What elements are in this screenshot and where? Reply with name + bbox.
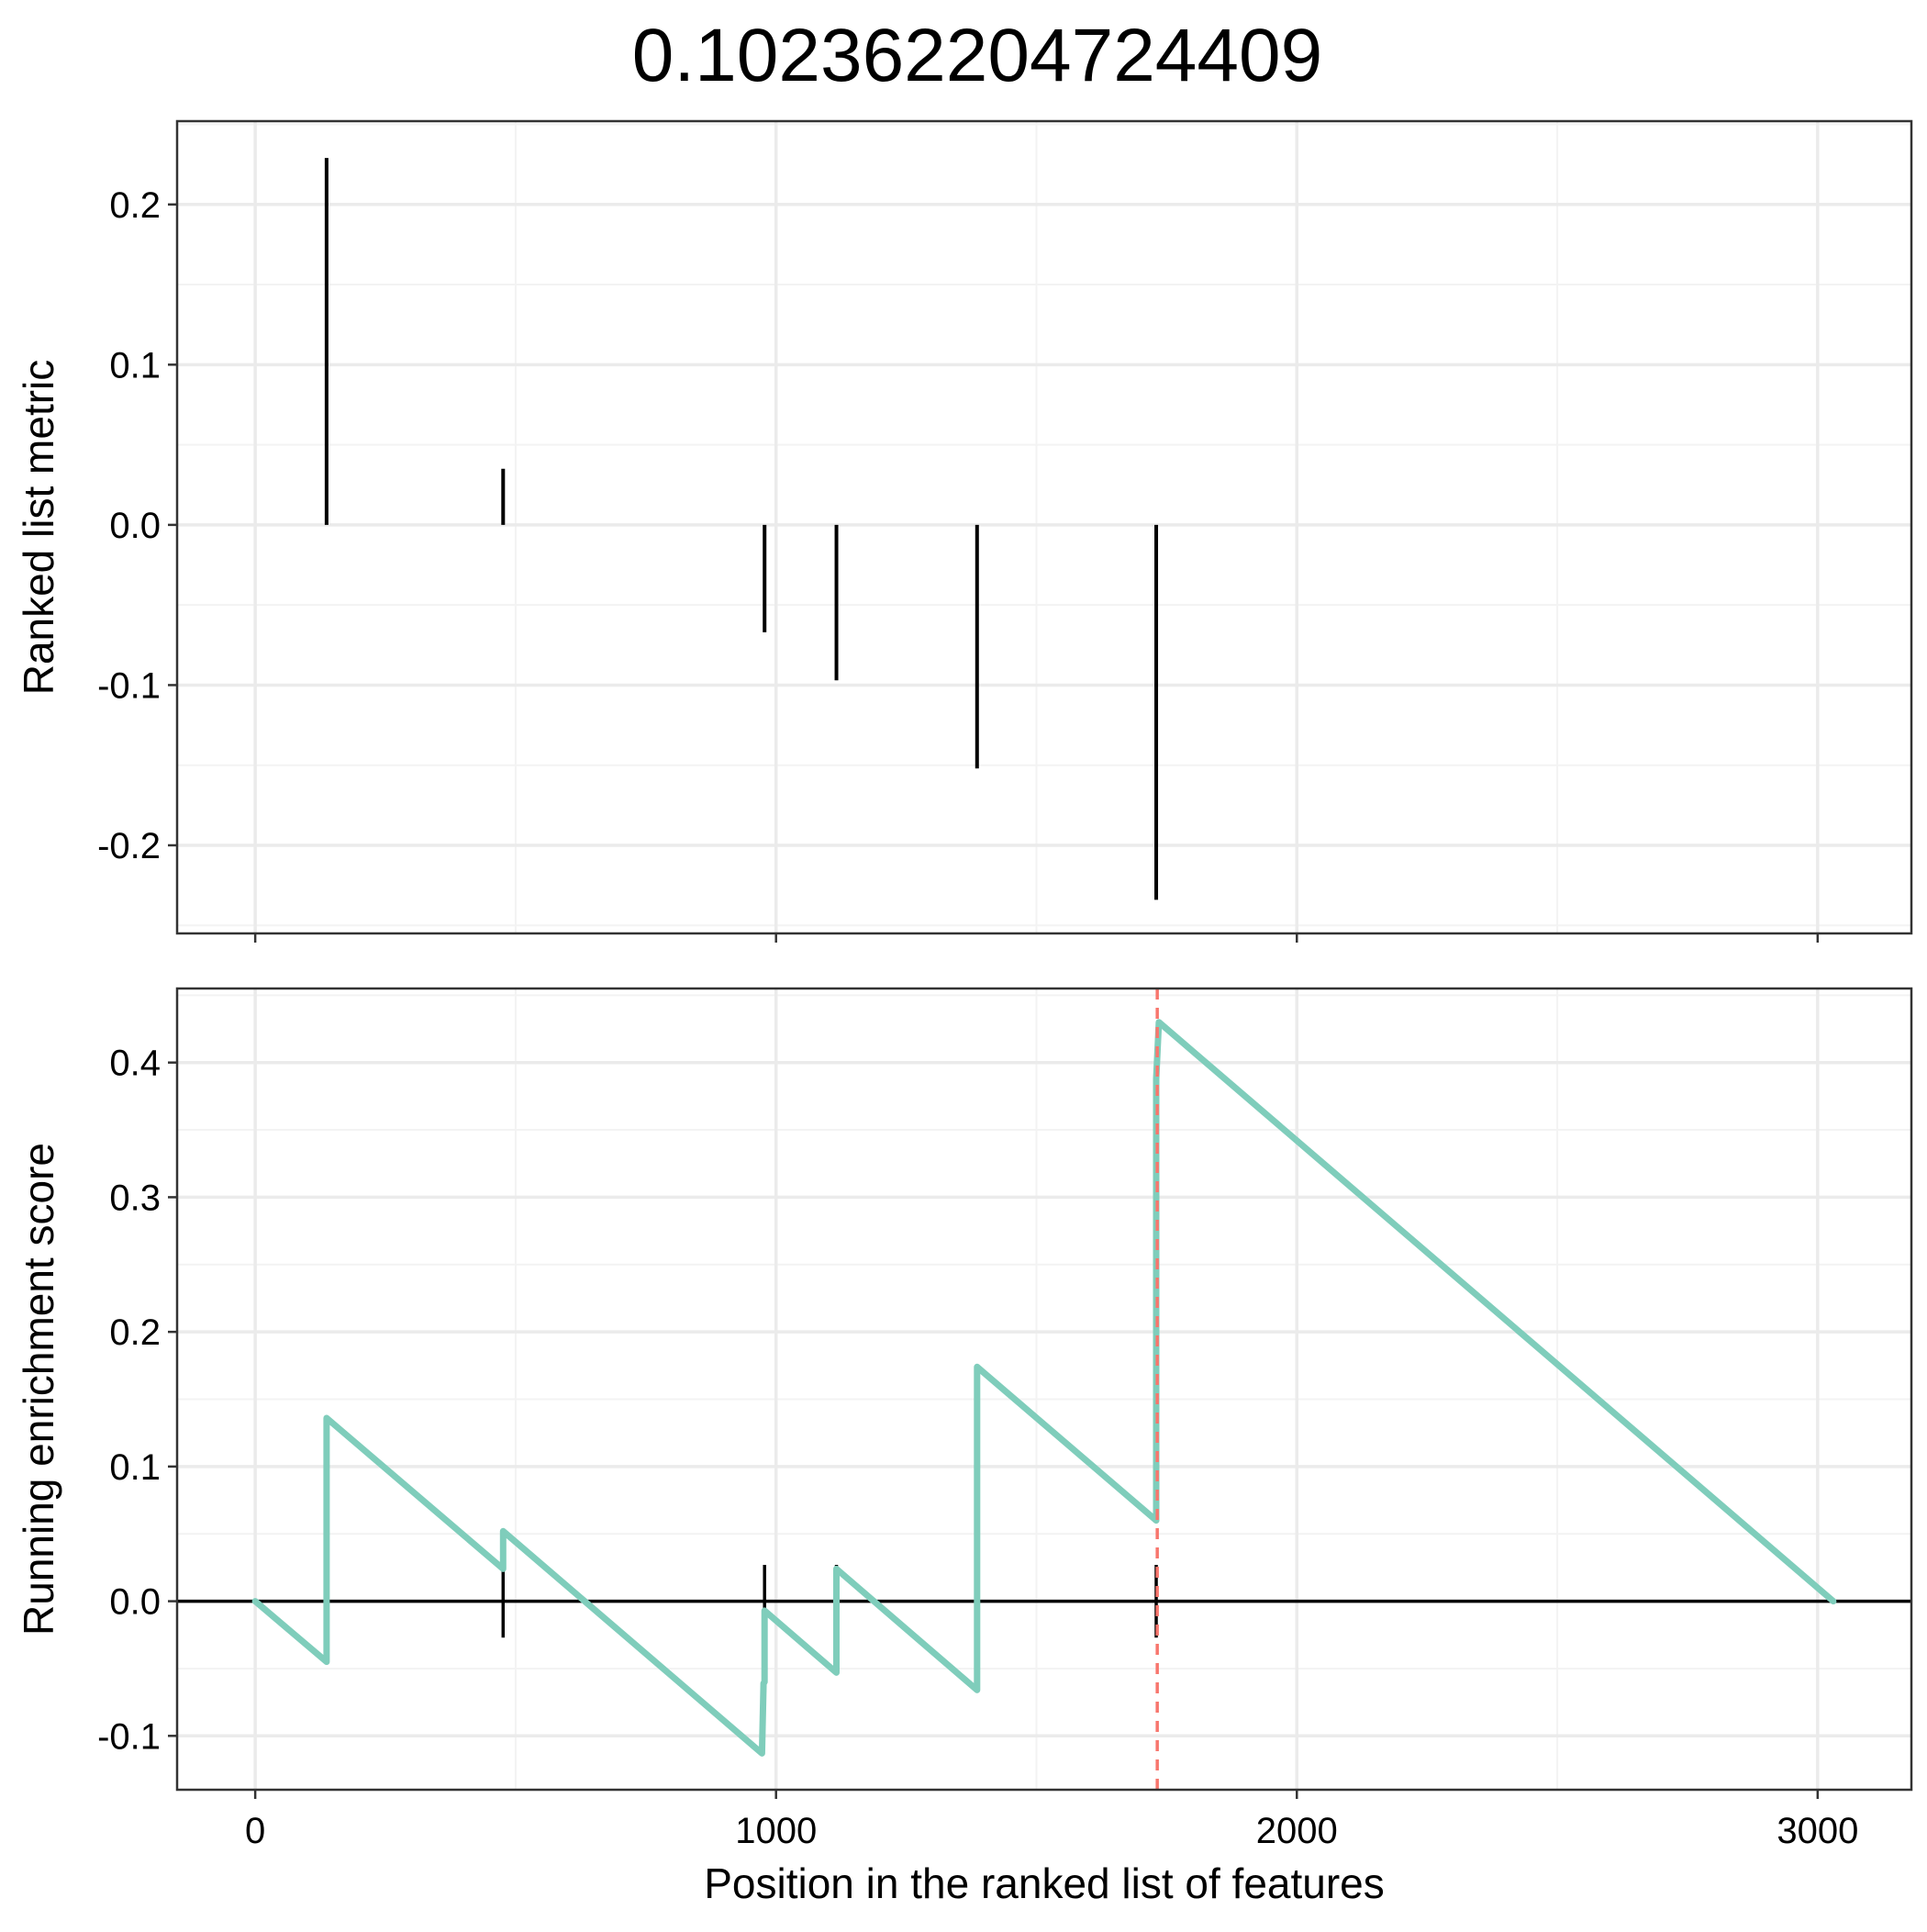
y-tick-label: 0.1: [109, 345, 161, 385]
panel-border: [175, 987, 1913, 1792]
x-tick-label: 1000: [735, 1811, 817, 1851]
y-tick-label: -0.1: [97, 1716, 161, 1757]
running-es-panel: -0.1 0.0 0.1 0.2 0.3 0.4 Running enrichment sc…: [15, 987, 1913, 1907]
y-axis-title: Running enrichment score: [15, 1143, 62, 1636]
y-axis-title: Ranked list metric: [15, 360, 62, 696]
y-tick-label: -0.2: [97, 826, 161, 866]
running-es-line: [251, 1019, 1837, 1757]
chart-title: 0.102362204724409: [632, 14, 1322, 97]
x-axis-title: Position in the ranked list of features: [704, 1859, 1385, 1907]
y-tick-label: 0.2: [109, 185, 161, 226]
y-tick-label: -0.1: [97, 665, 161, 706]
ranked-metric-panel: -0.2 -0.1 0.0 0.1 0.2 Ranked list metric: [15, 119, 1913, 943]
panel-background: [177, 988, 1911, 1790]
y-tick-label: 0.4: [109, 1044, 161, 1084]
y-tick-label: 0.1: [109, 1447, 161, 1488]
panel-background: [177, 121, 1911, 933]
x-tick-label: 3000: [1777, 1811, 1858, 1851]
panel-border: [175, 119, 1913, 935]
y-tick-label: 0.0: [109, 1582, 161, 1623]
y-tick-label: 0.0: [109, 506, 161, 546]
y-tick-label: 0.3: [109, 1178, 161, 1218]
x-tick-label: 0: [245, 1811, 265, 1851]
x-tick-label: 2000: [1256, 1811, 1338, 1851]
y-tick-label: 0.2: [109, 1312, 161, 1353]
